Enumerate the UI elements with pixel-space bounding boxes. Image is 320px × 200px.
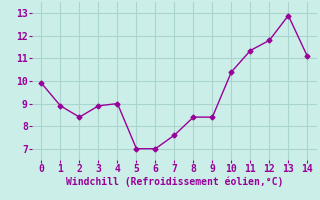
X-axis label: Windchill (Refroidissement éolien,°C): Windchill (Refroidissement éolien,°C) bbox=[66, 177, 283, 187]
